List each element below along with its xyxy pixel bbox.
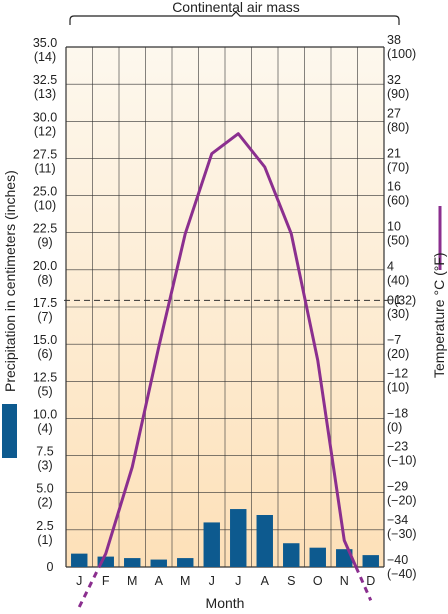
left-tick-label: 12.5 (5) [33,370,57,398]
title-bracket [69,11,400,25]
right-tick-label: 4 (40) [387,260,409,288]
x-tick-label: M [180,574,190,588]
x-tick-label: M [127,574,137,588]
right-axis-ticks: −40 (−40) −34 (−30) −29 (−20) −23 (−10) −18 (0) −1… [387,33,417,581]
temperature-line [97,132,358,568]
x-tick-label: O [313,574,323,588]
precipitation-bar [336,549,353,567]
x-tick-label: J [209,574,215,588]
right-tick-label: 38 (100) [387,33,416,61]
left-tick-label: 17.5 (7) [33,296,57,324]
x-tick-label: S [287,574,295,588]
left-tick-label: 2.5 (1) [36,519,53,547]
right-tick-label: −40 (−40) [387,553,417,581]
left-tick-label: 0 [47,560,54,574]
x-tick-label: F [102,574,110,588]
x-tick-label: J [76,574,82,588]
left-tick-label: 5.0 (2) [36,482,53,510]
right-tick-label: 32 (90) [387,73,409,101]
left-tick-label: 10.0 (4) [33,407,57,435]
x-tick-label: D [366,574,375,588]
left-tick-label: 25.0 (10) [33,185,57,213]
right-tick-label: −12 (10) [387,366,409,394]
precipitation-bar [230,509,247,567]
chart-title: Continental air mass [172,0,300,15]
right-tick-label: 27 (80) [387,106,409,134]
right-tick-label: 16 (60) [387,180,409,208]
x-tick-label: J [235,574,241,588]
precipitation-bar [203,522,220,567]
precipitation-legend-swatch [2,404,17,458]
left-tick-label: 20.0 (8) [33,259,57,287]
precipitation-bar [362,555,379,567]
grid [64,46,388,568]
right-tick-label: −18 (0) [387,406,408,434]
precipitation-bar [177,558,194,567]
x-tick-label: N [340,574,349,588]
precipitation-bar [124,558,141,567]
left-tick-label: 15.0 (6) [33,333,57,361]
x-axis-label: Month [206,595,245,611]
precipitation-bar [309,547,326,567]
temperature-line-dashed [77,566,101,608]
right-tick-label: −23 (−10) [387,440,417,468]
right-tick-label: −7 (20) [387,333,409,361]
x-tick-label: A [261,574,270,588]
left-tick-label: 27.5 (11) [33,147,57,175]
precipitation-bar [283,543,300,567]
left-tick-label: 30.0 (12) [33,110,57,138]
right-tick-label: 0(32) [387,293,416,307]
left-tick-label: 7.5 (3) [36,445,53,473]
left-tick-label: 22.5 (9) [33,222,57,250]
right-axis-label: Temperature °C (°F) [431,252,447,378]
precipitation-bar [150,559,167,567]
left-tick-label: 32.5 (13) [33,73,57,101]
left-axis-label: Precipitation in centimeters (inches) [2,170,18,392]
right-tick-label: −1 (30) [387,293,409,321]
x-tick-label: A [155,574,164,588]
precipitation-bar [71,553,88,567]
right-tick-label: −34 (−30) [387,513,417,541]
left-axis-ticks: 0 2.5 (1) 5.0 (2) 7.5 (3) 10.0 (4) 12.5 (5) 15.0 (6)… [33,36,57,574]
right-tick-label: 10 (50) [387,220,409,248]
left-tick-label: 35.0 (14) [33,36,57,64]
precipitation-bar [97,556,114,567]
precipitation-bar [256,515,273,567]
temperature-line-group [77,132,373,608]
right-tick-label: −29 (−20) [387,480,417,508]
precipitation-bars [71,509,379,567]
right-tick-label: 21 (70) [387,146,409,174]
